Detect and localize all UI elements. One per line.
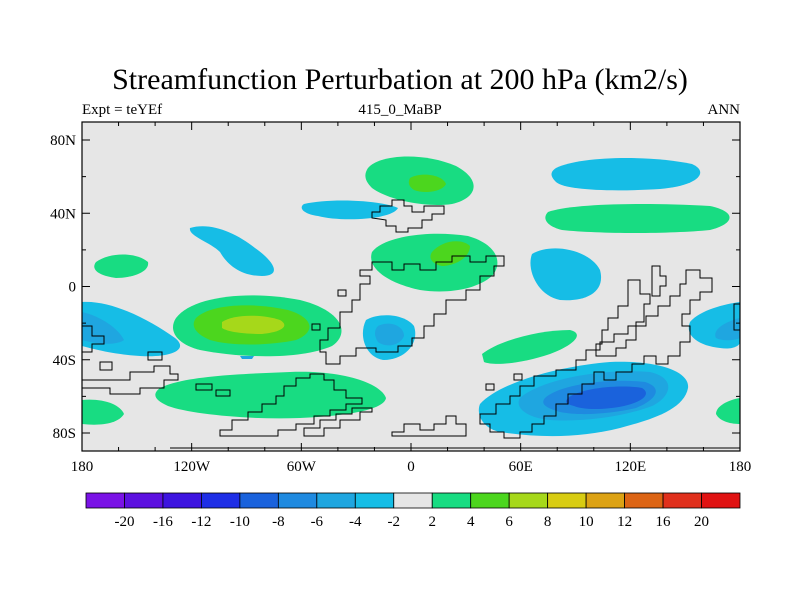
continent-outline bbox=[82, 365, 179, 395]
colorbar-swatch bbox=[508, 492, 549, 509]
streamfunction-field bbox=[82, 156, 740, 437]
experiment-label: Expt = teYEf bbox=[82, 102, 163, 118]
colorbar-swatch bbox=[85, 492, 125, 509]
negative-region bbox=[301, 200, 398, 220]
colorbar-label: -8 bbox=[272, 514, 285, 530]
positive-region bbox=[155, 371, 386, 419]
colorbar: -20 -16 -12 -10 -8 -6 -4 -2 2 4 6 8 10 12 16 20 bbox=[85, 492, 741, 530]
plot-title: Streamfunction Perturbation at 200 hPa (… bbox=[112, 63, 688, 96]
negative-region bbox=[375, 323, 404, 346]
continent-outline bbox=[337, 289, 347, 297]
continent-outline bbox=[371, 199, 445, 233]
continent-outline bbox=[595, 279, 651, 357]
colorbar-label: 16 bbox=[656, 514, 672, 530]
y-tick-label: 80N bbox=[50, 133, 76, 149]
colorbar-label: -4 bbox=[349, 514, 362, 530]
colorbar-swatch bbox=[354, 492, 395, 509]
colorbar-swatch bbox=[701, 492, 741, 509]
y-tick-label: 40N bbox=[50, 206, 76, 222]
colorbar-label: -12 bbox=[191, 514, 211, 530]
colorbar-swatch bbox=[316, 492, 356, 509]
colorbar-label: 20 bbox=[694, 514, 709, 530]
colorbar-label: 8 bbox=[544, 514, 552, 530]
colorbar-swatch bbox=[470, 492, 510, 509]
colorbar-label: 6 bbox=[505, 514, 513, 530]
colorbar-swatch bbox=[547, 492, 587, 509]
y-tick-label: 80S bbox=[53, 426, 76, 442]
positive-region bbox=[94, 254, 149, 278]
negative-region bbox=[530, 248, 602, 301]
positive-region bbox=[716, 398, 740, 424]
colorbar-label: -6 bbox=[311, 514, 324, 530]
colorbar-swatch bbox=[277, 492, 318, 509]
continent-outline bbox=[479, 269, 713, 439]
colorbar-swatch bbox=[393, 492, 433, 509]
positive-region bbox=[430, 241, 470, 266]
continent-outline bbox=[99, 361, 113, 371]
continent-outline bbox=[651, 265, 667, 297]
case-label: 415_0_MaBP bbox=[358, 102, 442, 118]
x-tick-label: 120W bbox=[173, 459, 211, 475]
colorbar-swatch bbox=[239, 492, 279, 509]
colorbar-label: -10 bbox=[230, 514, 250, 530]
colorbar-label: 10 bbox=[579, 514, 594, 530]
continent-outline bbox=[319, 255, 505, 365]
negative-region bbox=[566, 386, 646, 409]
y-tick-label: 40S bbox=[53, 353, 76, 369]
colorbar-label: 4 bbox=[467, 514, 475, 530]
x-tick-label: 0 bbox=[407, 459, 415, 475]
positive-region bbox=[482, 330, 577, 364]
continent-outline bbox=[147, 351, 163, 361]
colorbar-label: -2 bbox=[388, 514, 401, 530]
colorbar-swatch bbox=[624, 492, 664, 509]
colorbar-swatch bbox=[162, 492, 202, 509]
x-tick-label: 60W bbox=[287, 459, 317, 475]
colorbar-label: -16 bbox=[153, 514, 173, 530]
continent-outline bbox=[391, 415, 467, 437]
y-tick-label: 0 bbox=[69, 280, 77, 296]
continent-outline bbox=[303, 407, 373, 437]
positive-region bbox=[82, 399, 124, 425]
negative-region bbox=[551, 158, 701, 191]
continent-outline bbox=[513, 373, 523, 381]
colorbar-swatch bbox=[201, 492, 241, 509]
negative-region bbox=[240, 356, 254, 359]
continent-outline bbox=[733, 303, 740, 331]
negative-region bbox=[189, 226, 274, 276]
continent-outline bbox=[215, 389, 231, 397]
positive-region bbox=[222, 315, 285, 334]
colorbar-label: 2 bbox=[428, 514, 436, 530]
x-tick-label: 60E bbox=[509, 459, 533, 475]
x-tick-label: 180 bbox=[729, 459, 752, 475]
y-axis: 80N 40N 0 40S 80S bbox=[50, 133, 740, 442]
x-tick-label: 120E bbox=[614, 459, 646, 475]
continent-outline bbox=[195, 383, 213, 391]
continent-outline bbox=[485, 383, 495, 391]
x-tick-label: 180 bbox=[71, 459, 94, 475]
colorbar-swatch bbox=[431, 492, 472, 509]
colorbar-label: 12 bbox=[617, 514, 632, 530]
colorbar-label: -20 bbox=[114, 514, 134, 530]
continent-outline bbox=[311, 323, 321, 331]
x-axis: 180 120W 60W 0 60E 120E 180 bbox=[71, 122, 752, 475]
positive-region bbox=[545, 204, 730, 233]
positive-region bbox=[408, 174, 446, 192]
continent-outline bbox=[219, 373, 363, 437]
colorbar-swatch bbox=[124, 492, 164, 509]
continent-outline bbox=[82, 325, 105, 353]
colorbar-swatch bbox=[585, 492, 625, 509]
colorbar-swatch bbox=[662, 492, 702, 509]
season-label: ANN bbox=[707, 102, 741, 118]
